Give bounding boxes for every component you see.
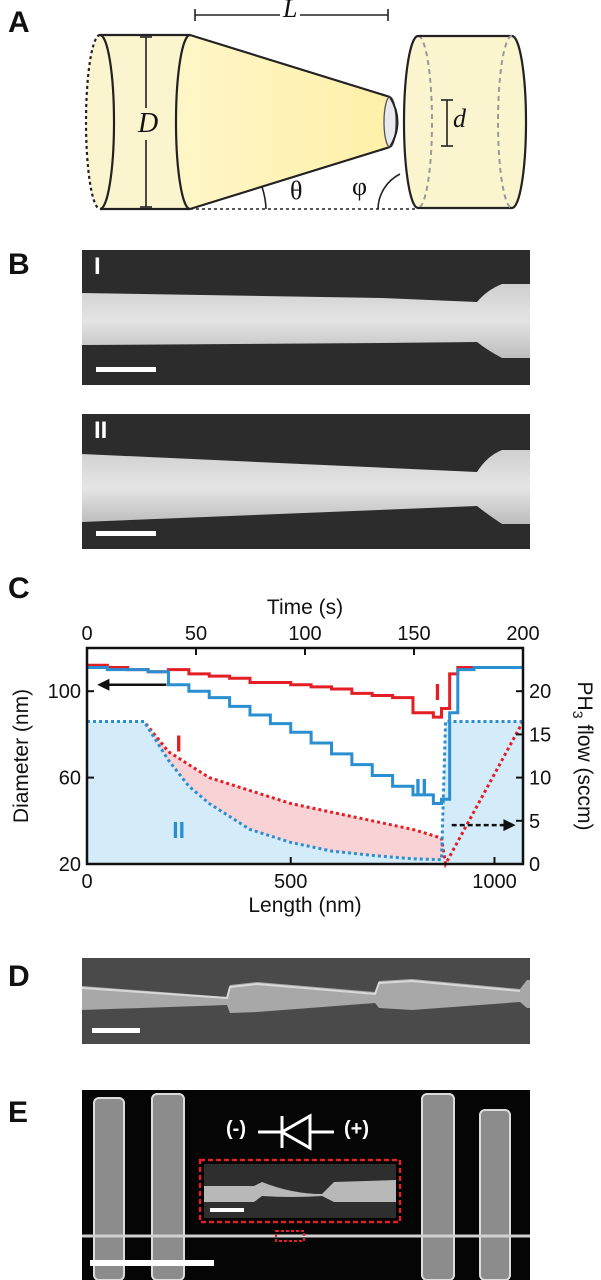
y2-tick-label: 15: [529, 724, 551, 746]
y-tick-label: 100: [48, 681, 81, 703]
series-annotation: I: [434, 679, 440, 705]
x-top-tick-label: 200: [506, 623, 539, 645]
diode-plus-label: (+): [344, 1118, 369, 1140]
x-top-tick-label: 50: [185, 623, 207, 645]
x-tick-label: 500: [274, 871, 307, 893]
panel-e: E (-) (+): [0, 1088, 601, 1280]
right-axis-arrowhead: [503, 819, 516, 832]
panel-c: C 0 500 1000 0 50 100 150 200 20 60 100 0 5 10 15 20 Len…: [0, 568, 601, 948]
x-tick-label: 0: [81, 871, 92, 893]
y2-axis-label: PH3 flow (sccm): [570, 682, 596, 831]
image-I-label: I: [94, 253, 101, 280]
panel-d-label: D: [8, 960, 30, 993]
x-top-tick-label: 0: [81, 623, 92, 645]
series-annotation: II: [172, 817, 185, 843]
left-axis-arrowhead: [97, 678, 110, 691]
panel-c-label: C: [8, 572, 30, 605]
flow-II-area: [87, 721, 523, 864]
flow-II-line: [87, 719, 523, 862]
x-tick-label: 1000: [472, 871, 517, 893]
panel-d: D: [0, 958, 601, 1048]
sem-image-II: II: [82, 414, 530, 549]
series-annotation: I: [175, 731, 181, 757]
x-top-tick-label: 100: [288, 623, 321, 645]
flow-difference-area: [144, 721, 442, 860]
diameter-II-line: [87, 665, 523, 806]
panel-b-label: B: [8, 248, 30, 281]
x-top-tick-label: 150: [397, 623, 430, 645]
panel-e-label: E: [8, 1096, 29, 1129]
diameter-d-label: d: [453, 104, 466, 133]
angle-phi-label: φ: [352, 172, 368, 201]
y-axis-label: Diameter (nm): [10, 689, 33, 823]
y2-tick-label: 20: [529, 681, 551, 703]
sem-image-periodic-wire: [82, 958, 530, 1044]
y2-tick-label: 5: [529, 811, 540, 833]
series-annotation: II: [415, 774, 428, 800]
y-tick-label: 20: [59, 854, 81, 876]
angle-theta-label: θ: [290, 176, 303, 205]
panel-a: A: [0, 0, 601, 230]
panel-a-label: A: [8, 6, 30, 39]
x-axis-label: Length (nm): [248, 894, 361, 917]
cone-schematic: [84, 9, 528, 211]
sem-image-I: I: [82, 250, 530, 385]
image-II-label: II: [94, 417, 108, 444]
panel-b: B I: [0, 236, 601, 556]
sem-image-device: (-) (+): [82, 1090, 530, 1280]
diode-minus-label: (-): [226, 1118, 246, 1140]
length-L-label: L: [280, 0, 301, 24]
diameter-D-label: D: [136, 108, 161, 140]
y2-tick-label: 10: [529, 768, 551, 790]
y2-tick-label: 0: [529, 854, 540, 876]
y-tick-label: 60: [59, 768, 81, 790]
x-top-axis-label: Time (s): [267, 596, 343, 619]
